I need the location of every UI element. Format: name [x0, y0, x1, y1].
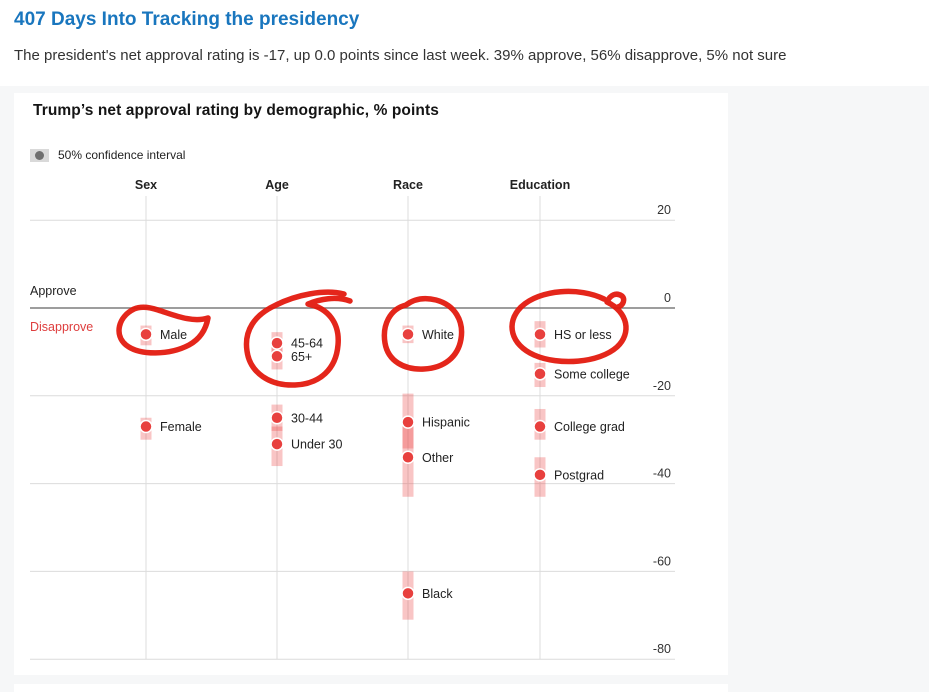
approval-scatter-plot: 20 0 -20 -40 -60 -80 Sex Age Race Education Approv…: [30, 178, 675, 660]
data-point-postgrad: [533, 468, 547, 482]
legend-dot-icon: [35, 150, 44, 160]
next-section-card: [14, 684, 728, 692]
data-point-other: [401, 450, 415, 465]
annotation-circle-male: [116, 304, 211, 356]
y-tick-label-20: 20: [657, 203, 671, 217]
confidence-interval-legend: 50% confidence interval: [30, 147, 185, 163]
data-point-30-44: [270, 411, 284, 425]
data-point-hs-or-less: [533, 327, 547, 342]
page-title: 407 Days Into Tracking the presidency: [14, 9, 360, 30]
point-label-30-44: 30-44: [291, 411, 323, 425]
data-point-black: [401, 586, 415, 601]
point-label-under-30: Under 30: [291, 438, 342, 452]
disapprove-label: Disapprove: [30, 320, 93, 334]
approval-summary-text: The president's net approval rating is -…: [14, 47, 787, 64]
point-label-some-college: Some college: [554, 367, 630, 381]
column-header-race: Race: [393, 178, 423, 192]
data-point-under-30: [270, 437, 284, 451]
data-point-hispanic: [401, 415, 415, 429]
annotation-circle-white: [381, 295, 465, 372]
data-point-45-64: [270, 336, 284, 350]
point-label-hispanic: Hispanic: [422, 416, 470, 430]
y-tick-label--20: -20: [653, 379, 671, 393]
point-label-hs-or-less: HS or less: [554, 328, 612, 342]
y-tick-label--80: -80: [653, 642, 671, 656]
chart-card: Trump’s net approval rating by demograph…: [14, 93, 728, 675]
point-label-45-64: 45-64: [291, 337, 323, 351]
point-label-white: White: [422, 328, 454, 342]
legend-label: 50% confidence interval: [58, 148, 186, 162]
annotation-circle-hs-or-less: [509, 288, 629, 365]
data-point-female: [139, 419, 153, 434]
data-point-white: [401, 327, 415, 342]
column-header-sex: Sex: [135, 178, 157, 192]
data-point-some-college: [533, 367, 547, 381]
confidence-interval-swatch: [30, 148, 49, 162]
data-point-65: [270, 349, 284, 364]
point-label-postgrad: Postgrad: [554, 468, 604, 482]
approve-label: Approve: [30, 284, 77, 298]
point-label-male: Male: [160, 328, 187, 342]
chart-title: Trump’s net approval rating by demograph…: [33, 102, 439, 119]
column-header-age: Age: [265, 178, 289, 192]
point-label-other: Other: [422, 451, 453, 465]
data-point-college-grad: [533, 419, 547, 434]
annotation-circle-45-64-and-65: [243, 289, 353, 388]
data-point-male: [139, 327, 153, 342]
point-label-black: Black: [422, 587, 453, 601]
point-label-65: 65+: [291, 350, 312, 364]
page-header: 407 Days Into Tracking the presidency Th…: [0, 0, 929, 86]
y-tick-label-0: 0: [664, 291, 671, 305]
column-header-education: Education: [510, 178, 570, 192]
y-tick-label--60: -60: [653, 554, 671, 568]
point-label-female: Female: [160, 420, 202, 434]
y-tick-label--40: -40: [653, 467, 671, 481]
point-label-college-grad: College grad: [554, 420, 625, 434]
